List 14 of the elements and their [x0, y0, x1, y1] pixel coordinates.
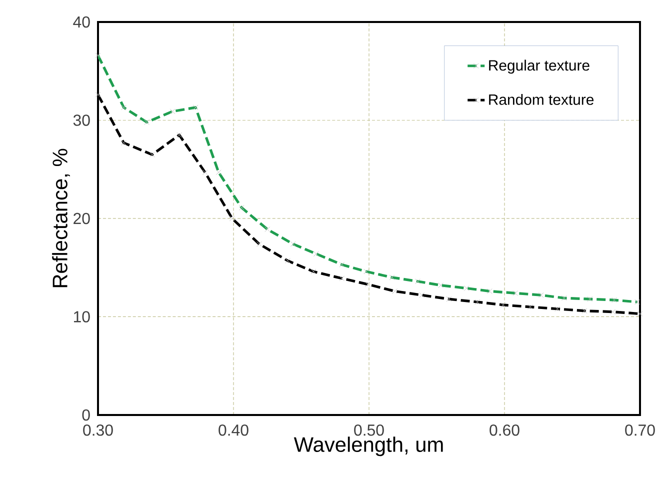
x-tick-label: 0.40	[218, 424, 248, 436]
y-tick-label: 20	[74, 212, 90, 224]
x-tick-label: 0.60	[490, 424, 520, 436]
y-tick-label: 10	[74, 311, 90, 322]
legend-label: Random texture	[489, 94, 594, 105]
y-tick-label: 40	[73, 16, 90, 28]
y-tick-label: 30	[73, 114, 90, 126]
x-tick-label: 0.30	[83, 424, 113, 436]
legend-label: Regular texture	[489, 60, 590, 74]
y-axis-title: Reflectance, %	[52, 148, 70, 288]
y-tick-label: 0	[82, 409, 90, 421]
x-tick-label: 0.50	[354, 424, 384, 436]
x-axis-title: Wavelength, um	[294, 436, 443, 456]
x-tick-label: 0.70	[625, 424, 655, 436]
